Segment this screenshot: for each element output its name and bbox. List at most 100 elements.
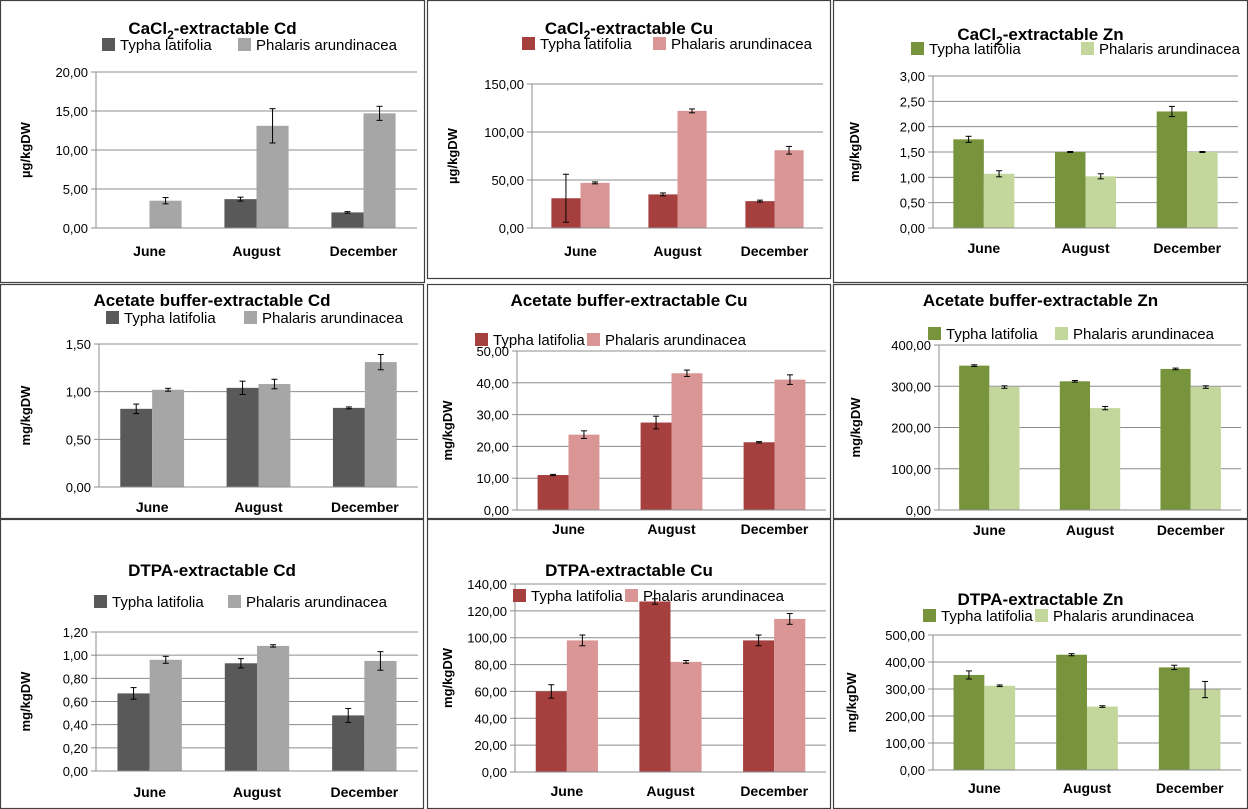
bar (568, 434, 600, 510)
y-tick-label: 30,00 (476, 408, 509, 423)
y-tick-label: 200,00 (891, 421, 931, 436)
legend-swatch (928, 327, 941, 340)
legend-swatch (587, 333, 600, 346)
legend-swatch (911, 42, 924, 55)
legend-label: Phalaris arundinacea (246, 594, 388, 611)
legend-label: Typha latifolia (946, 326, 1038, 343)
bar (1158, 667, 1190, 770)
y-tick-label: 5,00 (63, 182, 88, 197)
y-tick-label: 80,00 (474, 658, 507, 673)
y-tick-label: 500,00 (885, 628, 925, 643)
y-axis-label: mg/kgDW (440, 400, 455, 461)
y-tick-label: 300,00 (885, 682, 925, 697)
bar (1055, 152, 1086, 228)
bar (226, 387, 259, 487)
bar (743, 442, 775, 510)
x-tick-label: December (741, 521, 809, 537)
x-tick-label: June (136, 499, 169, 515)
x-tick-label: December (1157, 522, 1225, 538)
x-tick-label: August (1066, 522, 1115, 538)
y-tick-label: 400,00 (891, 338, 931, 353)
bar (1059, 381, 1090, 510)
x-tick-label: June (973, 522, 1006, 538)
bar (1160, 368, 1191, 510)
y-tick-label: 1,50 (900, 145, 925, 160)
y-axis-label: mg/kgDW (844, 672, 859, 733)
x-tick-label: June (133, 784, 166, 800)
bar (743, 640, 775, 772)
legend-label: Typha latifolia (540, 36, 632, 53)
bar (332, 407, 365, 487)
y-tick-label: 0,20 (63, 741, 88, 756)
chart-title: DTPA-extractable Cu (545, 561, 713, 580)
legend-label: Phalaris arundinacea (256, 37, 398, 54)
panel-border (0, 0, 426, 284)
y-tick-label: 0,80 (63, 671, 88, 686)
y-tick-label: 20,00 (476, 439, 509, 454)
legend-swatch (244, 311, 257, 324)
x-tick-label: December (330, 243, 398, 259)
panel-border (426, 283, 832, 520)
chart-title: CaCl2-extractable Cd (128, 19, 296, 42)
y-tick-label: 0,00 (63, 221, 88, 236)
legend-swatch (228, 595, 241, 608)
bar (648, 194, 678, 228)
x-tick-label: June (552, 521, 585, 537)
y-axis-label: mg/kgDW (440, 647, 455, 708)
bar (989, 387, 1020, 510)
y-axis-label: mg/kgDW (848, 397, 863, 458)
legend-swatch (94, 595, 107, 608)
legend-swatch (1081, 42, 1094, 55)
bar (953, 674, 985, 770)
y-tick-label: 2,00 (900, 120, 925, 135)
y-tick-label: 10,00 (55, 143, 88, 158)
chart-title: CaCl2-extractable Zn (957, 25, 1123, 48)
legend-label: Phalaris arundinacea (643, 588, 785, 605)
y-tick-label: 1,00 (66, 385, 91, 400)
y-tick-label: 50,00 (476, 344, 509, 359)
bar (152, 389, 185, 487)
legend-swatch (923, 609, 936, 622)
y-tick-label: 20,00 (55, 65, 88, 80)
x-tick-label: August (233, 784, 282, 800)
legend-swatch (102, 38, 115, 51)
chart-panel-6: Acetate buffer-extractable Zn 0,00 100,00 2… (832, 283, 1248, 538)
chart-title: Acetate buffer-extractable Cd (93, 291, 330, 310)
bar (1085, 176, 1116, 228)
y-tick-label: 0,00 (900, 221, 925, 236)
legend-label: Phalaris arundinacea (671, 36, 813, 53)
legend-swatch (1035, 609, 1048, 622)
y-tick-label: 0,00 (63, 764, 88, 779)
y-axis-label: mg/kgDW (847, 121, 862, 182)
chart-title: Acetate buffer-extractable Zn (923, 291, 1158, 310)
bar (149, 659, 182, 771)
y-tick-label: 100,00 (484, 125, 524, 140)
y-tick-label: 300,00 (891, 379, 931, 394)
y-tick-label: 1,00 (900, 170, 925, 185)
bar (332, 715, 365, 771)
bar (1190, 387, 1221, 510)
chart-panel-7: DTPA-extractable Cd 0,00 0,20 0,40 0,60 0,80 1… (0, 518, 425, 809)
legend-label: Phalaris arundinacea (262, 310, 404, 327)
x-tick-label: August (653, 243, 702, 259)
chart-panel-5: Acetate buffer-extractable Cu 0,00 10,00 20… (426, 283, 832, 537)
bar (149, 200, 182, 228)
y-tick-label: 3,00 (900, 69, 925, 84)
y-tick-label: 1,00 (63, 648, 88, 663)
legend-swatch (522, 37, 535, 50)
chart-title: DTPA-extractable Cd (128, 561, 296, 580)
bar (364, 660, 397, 771)
y-tick-label: 0,50 (66, 432, 91, 447)
bar (363, 113, 396, 228)
y-axis-label: mg/kgDW (18, 385, 33, 446)
chart-panel-4: Acetate buffer-extractable Cd 0,00 0,50 1,0… (0, 283, 425, 520)
x-tick-label: June (967, 240, 1000, 256)
legend-label: Typha latifolia (493, 332, 585, 349)
bar (671, 373, 703, 510)
bar (1156, 111, 1188, 228)
x-tick-label: December (1156, 780, 1224, 796)
legend-swatch (475, 333, 488, 346)
bar (257, 645, 290, 771)
y-tick-label: 20,00 (474, 738, 507, 753)
y-tick-label: 120,00 (467, 604, 507, 619)
